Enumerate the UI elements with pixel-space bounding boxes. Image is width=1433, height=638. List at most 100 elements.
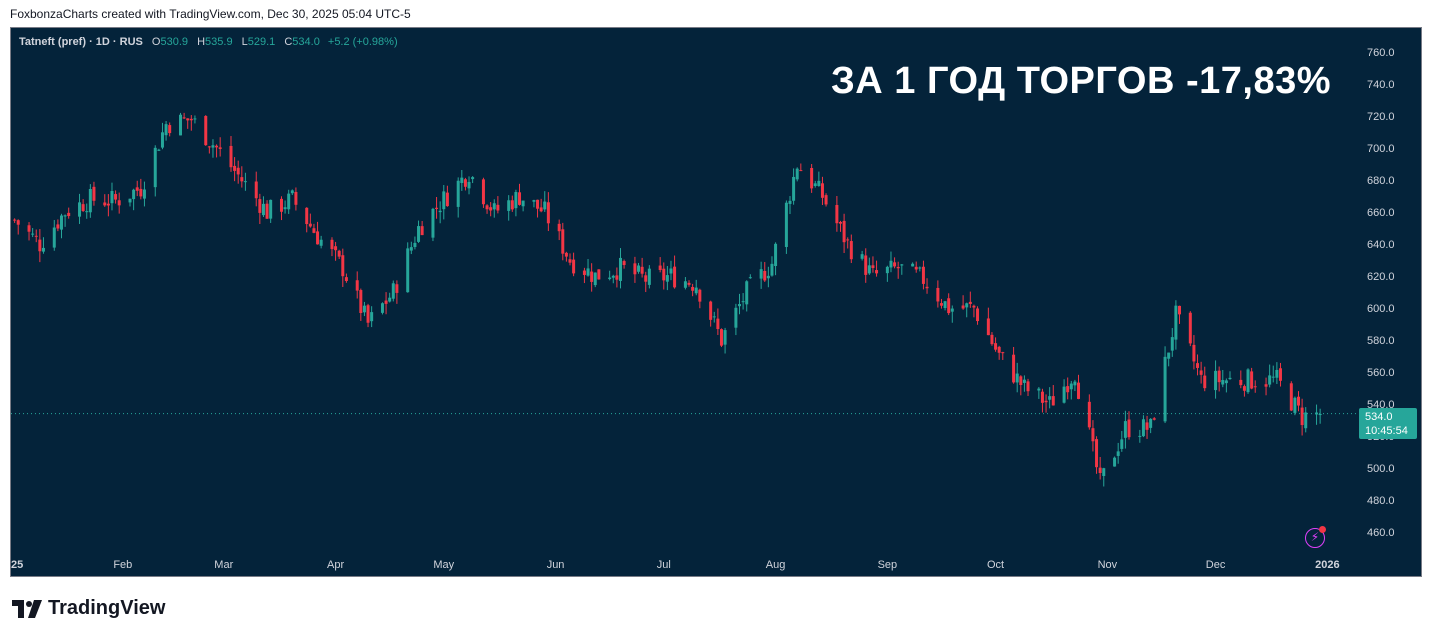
notification-dot [1319,526,1326,533]
candle-body [1069,383,1073,390]
candle-body [1217,370,1221,383]
candle-body [186,118,190,121]
candle-body [647,268,651,285]
candle-body [766,275,770,279]
headline-annotation: ЗА 1 ГОД ТОРГОВ -17,83% [830,60,1331,102]
candle-body [294,191,298,205]
candle-body [164,124,168,136]
close-label: C [284,36,293,48]
candle-body [943,301,947,309]
candle-body [132,189,136,200]
candle-body [359,290,363,314]
candle-body [1239,379,1243,386]
candle-body [78,202,82,217]
candle-body [330,239,334,250]
candlestick-chart[interactable]: 460.0480.0500.0520.0540.0560.0580.0600.0… [11,28,1421,576]
symbol-title[interactable]: Tatneft (pref) · 1D · RUS [19,36,143,48]
candle-body [1087,401,1091,428]
candle-body [849,241,853,260]
candle-body [665,275,669,282]
candle-body [370,312,374,322]
chart-attribution: FoxbonzaCharts created with TradingView.… [10,7,411,21]
chart-panel[interactable]: 460.0480.0500.0520.0540.0560.0580.0600.0… [10,27,1422,577]
candle-body [254,181,258,199]
change-value: +5.2 (+0.98%) [327,36,398,48]
tradingview-logo[interactable]: TradingView [12,597,165,620]
candle-body [572,259,576,274]
candle-body [1152,418,1156,420]
candle-body [532,200,536,202]
candle-body [867,265,871,274]
candle-body [824,195,828,205]
candle-body [568,259,572,263]
candle-body [673,266,677,288]
last-price-tag: 534.0 10:45:54 [1359,408,1417,439]
candle-body [1250,371,1254,389]
bar-countdown: 10:45:54 [1365,425,1408,437]
candle-body [1040,391,1044,403]
candle-body [640,266,644,274]
candle-body [738,304,742,307]
candle-body [56,224,60,229]
candle-body [139,188,143,197]
low-label: L [241,36,248,48]
candle-body [709,301,713,320]
candle-body [1275,369,1279,378]
candle-body [1102,468,1106,476]
candle-body [409,247,413,251]
candle-body [1177,305,1181,315]
candle-body [900,264,904,266]
candle-body [997,346,1001,353]
candle-body [413,242,417,247]
candle-body [67,212,71,217]
candle-body [34,235,38,237]
candle-body [1019,376,1023,385]
candle-body [759,269,763,279]
price-axis: 460.0480.0500.0520.0540.0560.0580.0600.0… [1367,47,1395,539]
candle-body [103,202,107,206]
candle-body [489,207,493,211]
low-value: 529.1 [247,36,276,48]
candle-body [734,307,738,328]
candle-body [312,228,316,233]
candle-body [168,125,172,134]
candle-body [1318,413,1322,416]
candle-body [875,270,879,274]
candle-body [308,223,312,227]
close-value: 534.0 [292,36,320,48]
candle-body [590,271,594,282]
candle-body [1199,370,1203,375]
tradingview-logo-icon [12,599,42,618]
candle-body [1300,407,1304,426]
candle-body [193,118,197,120]
candle-body [792,176,796,201]
candle-body [179,114,183,136]
candle-body [774,243,778,267]
candle-body [92,186,96,201]
lightning-icon[interactable]: ⚡ [1305,528,1325,548]
candle-body [417,226,421,242]
candle-body [445,192,449,207]
price-tick-label: 480.0 [1367,495,1395,507]
candle-body [976,308,980,322]
candle-body [316,231,320,245]
candle-body [1145,422,1149,430]
candle-body [1188,312,1192,344]
candle-body [813,183,817,186]
symbol-legend[interactable]: Tatneft (pref) · 1D · RUS O530.9 H535.9 … [19,36,398,48]
candle-body [994,343,998,350]
high-label: H [197,36,206,48]
high-value: 535.9 [205,36,233,48]
candle-body [864,255,868,275]
time-tick-label: Apr [327,559,344,571]
candle-body [1221,379,1225,385]
candle-body [283,207,287,210]
candle-body [939,303,943,306]
candle-body [117,200,121,206]
candle-body [1268,375,1272,385]
candle-body [261,203,265,216]
last-price-value: 534.0 [1365,411,1393,423]
candle-body [1048,396,1052,400]
candle-body [59,215,63,230]
candle-body [546,202,550,224]
